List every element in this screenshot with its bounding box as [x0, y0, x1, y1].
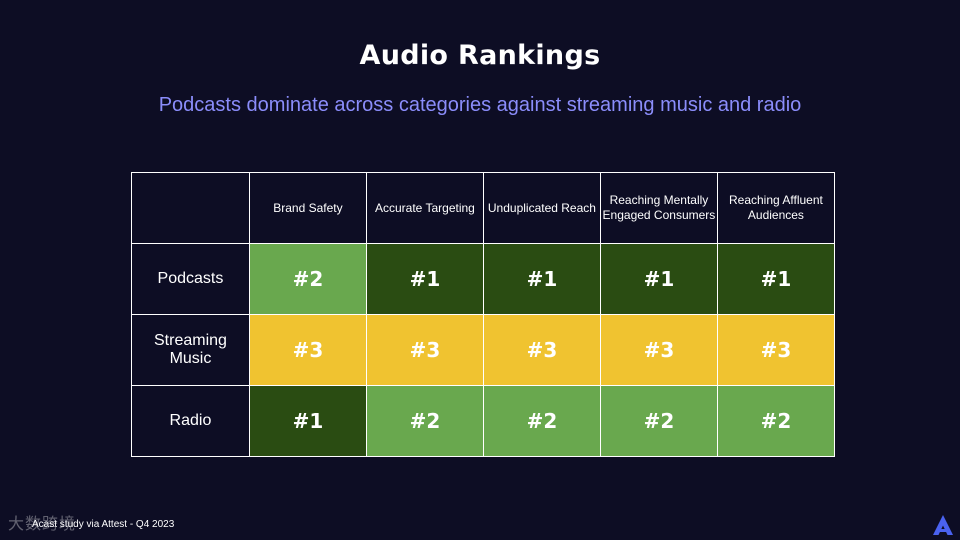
header-row: Brand Safety Accurate Targeting Unduplic… [131, 172, 835, 244]
rank-cell: #2 [716, 385, 835, 457]
page-subtitle: Podcasts dominate across categories agai… [158, 94, 802, 116]
source-footnote: Acast study via Attest - Q4 2023 [32, 519, 175, 530]
rank-cell: #1 [599, 243, 718, 315]
rank-cell: #2 [248, 243, 367, 315]
rank-cell: #1 [482, 243, 601, 315]
rank-cell: #3 [599, 314, 718, 386]
rank-cell: #2 [482, 385, 601, 457]
column-header: Brand Safety [248, 172, 367, 244]
table-row: Podcasts #2 #1 #1 #1 #1 [131, 243, 835, 315]
table-row: Radio #1 #2 #2 #2 #2 [131, 385, 835, 457]
row-label: Streaming Music [131, 314, 250, 386]
rank-cell: #2 [365, 385, 484, 457]
row-label: Radio [131, 385, 250, 457]
row-label: Podcasts [131, 243, 250, 315]
rank-cell: #1 [716, 243, 835, 315]
column-header: Reaching Mentally Engaged Consumers [599, 172, 718, 244]
column-header: Unduplicated Reach [482, 172, 601, 244]
rank-cell: #3 [248, 314, 367, 386]
column-header: Reaching Affluent Audiences [716, 172, 835, 244]
rank-cell: #3 [365, 314, 484, 386]
rank-cell: #3 [716, 314, 835, 386]
corner-cell [131, 172, 250, 244]
column-header: Accurate Targeting [365, 172, 484, 244]
watermark-logo: 大数跨境 [8, 514, 77, 533]
rank-cell: #1 [365, 243, 484, 315]
rank-cell: #3 [482, 314, 601, 386]
rank-cell: #2 [599, 385, 718, 457]
acast-logo-icon [933, 515, 953, 535]
table-row: Streaming Music #3 #3 #3 #3 #3 [131, 314, 835, 386]
rankings-table: Brand Safety Accurate Targeting Unduplic… [131, 172, 835, 457]
rank-cell: #1 [248, 385, 367, 457]
page-title: Audio Rankings [359, 40, 601, 71]
